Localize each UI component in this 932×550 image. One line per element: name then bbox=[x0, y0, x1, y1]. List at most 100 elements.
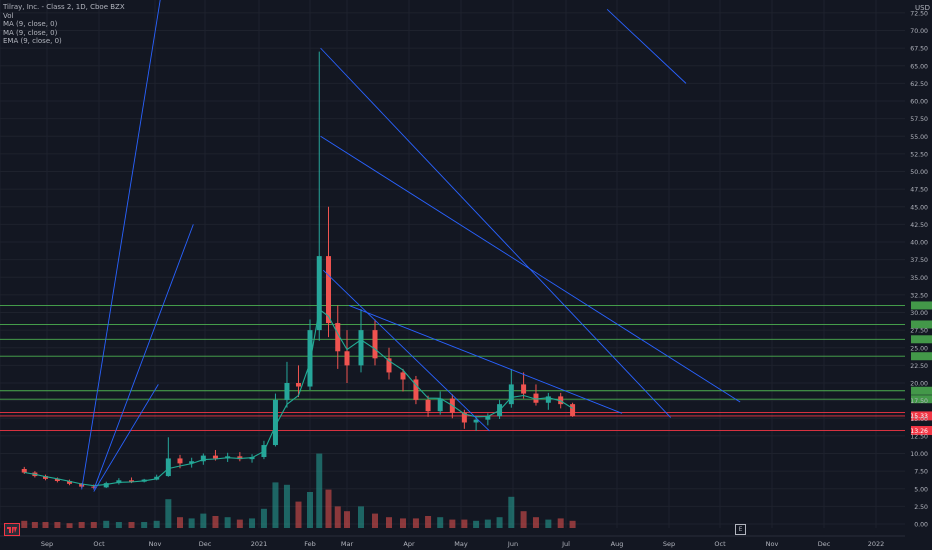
candle-body bbox=[237, 456, 243, 460]
candle-body bbox=[42, 476, 48, 479]
chart-title: Tilray, Inc. - Class 2, 1D, Cboe BZX bbox=[3, 3, 125, 11]
x-tick-label: 2022 bbox=[868, 540, 885, 548]
y-tick-label: 45.00 bbox=[910, 204, 928, 211]
trendline bbox=[320, 135, 741, 403]
volume-bar bbox=[496, 517, 503, 528]
legend-volume[interactable]: Vol bbox=[3, 11, 14, 20]
chart-legend: Tilray, Inc. - Class 2, 1D, Cboe BZX Vol… bbox=[3, 3, 125, 46]
y-tick-label: 7.50 bbox=[914, 469, 928, 476]
x-tick-label: Jul bbox=[561, 540, 570, 548]
candle-body bbox=[344, 351, 350, 366]
x-tick-label: Mar bbox=[341, 540, 354, 548]
y-tick-label: 5.00 bbox=[914, 486, 928, 493]
y-tick-label: 15.00 bbox=[910, 416, 928, 423]
x-tick-label: Oct bbox=[714, 540, 726, 548]
currency-label[interactable]: USD bbox=[915, 4, 930, 12]
y-tick-label: 57.50 bbox=[910, 116, 928, 123]
volume-bar bbox=[307, 492, 313, 528]
y-tick-label: 40.00 bbox=[910, 240, 928, 247]
support-level-tag bbox=[911, 301, 932, 310]
candle-body bbox=[21, 469, 27, 473]
x-tick-label: Sep bbox=[41, 540, 53, 548]
y-tick-label: 70.00 bbox=[910, 28, 928, 35]
volume-bar bbox=[200, 513, 207, 528]
volume-bar bbox=[508, 496, 515, 528]
y-tick-label: 25.00 bbox=[910, 345, 928, 352]
volume-bar bbox=[344, 511, 350, 528]
price-tag-label: 13.26 bbox=[910, 428, 928, 435]
candle-body bbox=[295, 383, 301, 387]
volume-bar bbox=[283, 484, 290, 528]
y-tick-label: 0.00 bbox=[914, 522, 928, 529]
y-tick-label: 60.00 bbox=[910, 99, 928, 106]
volume-bar bbox=[236, 519, 243, 528]
x-tick-label: Jun bbox=[507, 540, 518, 548]
candle-body bbox=[103, 483, 109, 488]
volume-bar bbox=[78, 522, 85, 528]
candle-body bbox=[116, 480, 122, 484]
y-tick-label: 47.50 bbox=[910, 187, 928, 194]
volume-bar bbox=[520, 511, 527, 528]
tradingview-logo-icon[interactable] bbox=[4, 523, 20, 536]
x-tick-label: Nov bbox=[766, 540, 779, 548]
candle-body bbox=[570, 404, 576, 416]
legend-ema[interactable]: EMA (9, close, 0) bbox=[3, 37, 62, 46]
legend-ma-2[interactable]: MA (9, close, 0) bbox=[3, 28, 58, 37]
candle-body bbox=[165, 458, 171, 477]
candle-body bbox=[372, 330, 378, 359]
volume-bar bbox=[42, 522, 49, 528]
candle-body bbox=[272, 399, 278, 446]
ema-line bbox=[24, 308, 573, 487]
volume-bar bbox=[484, 519, 491, 528]
volume-bar bbox=[153, 520, 160, 528]
y-tick-label: 2.50 bbox=[914, 504, 928, 511]
price-tag-bg bbox=[911, 426, 932, 436]
volume-bar bbox=[461, 519, 468, 528]
y-tick-label: 35.00 bbox=[910, 275, 928, 282]
volume-bar bbox=[224, 517, 231, 528]
x-tick-label: 2021 bbox=[251, 540, 268, 548]
trendline bbox=[348, 305, 623, 414]
earnings-badge[interactable]: E bbox=[735, 524, 746, 535]
y-tick-label: 67.50 bbox=[910, 46, 928, 53]
trendline bbox=[322, 269, 490, 432]
trendline bbox=[320, 47, 672, 418]
time-axis: Sep Oct Nov Dec 2021 Feb Mar Apr May Jun Jul Aug Sep… bbox=[0, 535, 905, 548]
volume-bar bbox=[66, 523, 73, 528]
trendline bbox=[606, 9, 687, 84]
candle-body bbox=[461, 412, 467, 423]
volume-bar bbox=[372, 513, 378, 528]
volume-bar bbox=[473, 520, 480, 528]
volume-bar bbox=[358, 506, 364, 528]
volume-bar bbox=[103, 520, 110, 528]
support-level-tag bbox=[911, 352, 932, 361]
candle-body bbox=[129, 480, 135, 482]
candle-body bbox=[79, 483, 85, 487]
candle-body bbox=[413, 379, 419, 400]
legend-ma-1[interactable]: MA (9, close, 0) bbox=[3, 20, 58, 29]
volume-bar bbox=[400, 518, 406, 528]
candle-body bbox=[177, 458, 183, 464]
candle-body bbox=[54, 478, 60, 481]
candle-body bbox=[437, 398, 443, 412]
candle-body bbox=[316, 256, 322, 331]
trendline bbox=[81, 0, 161, 490]
candle-body bbox=[533, 393, 539, 403]
volume-bars bbox=[21, 453, 576, 528]
volume-bar bbox=[128, 522, 135, 528]
volume-bar bbox=[165, 499, 172, 528]
candle-body bbox=[326, 256, 331, 324]
y-tick-label: 22.50 bbox=[910, 363, 928, 370]
candle-body bbox=[425, 399, 431, 412]
candle-body bbox=[386, 358, 392, 373]
support-level-tag bbox=[911, 386, 932, 395]
y-tick-label: 20.00 bbox=[910, 381, 928, 388]
trendlines bbox=[81, 0, 741, 492]
candle-body bbox=[91, 486, 97, 488]
volume-bar bbox=[386, 517, 392, 528]
y-tick-label: 50.00 bbox=[910, 169, 928, 176]
trendline bbox=[93, 384, 159, 492]
candlesticks bbox=[21, 51, 576, 490]
trendline bbox=[93, 224, 194, 490]
